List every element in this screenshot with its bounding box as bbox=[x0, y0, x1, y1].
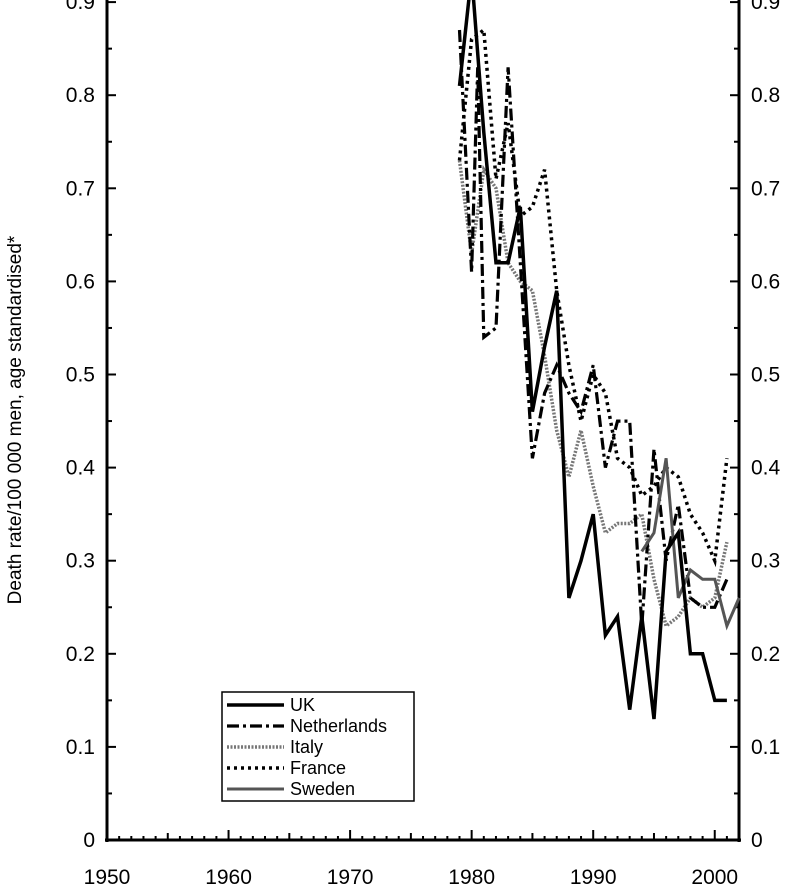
y-tick-label-left: 0.4 bbox=[66, 457, 96, 480]
legend-label-uk: UK bbox=[290, 695, 315, 715]
y-tick-label-right: 0.5 bbox=[751, 364, 780, 387]
x-tick-label: 1950 bbox=[84, 866, 131, 889]
y-tick-label-right: 0 bbox=[751, 829, 763, 852]
x-tick-label: 1990 bbox=[570, 866, 617, 889]
legend: UK Netherlands Italy France Sweden bbox=[221, 691, 415, 802]
x-tick-label: 1980 bbox=[448, 866, 495, 889]
x-tick-label: 2000 bbox=[691, 866, 738, 889]
legend-label-france: France bbox=[290, 758, 346, 778]
legend-entry-uk: UK bbox=[227, 695, 315, 715]
y-tick-label-left: 0 bbox=[83, 829, 95, 852]
y-tick-label-left: 0.9 bbox=[66, 0, 95, 14]
x-ticks: 1950 1960 1970 1980 1990 2000 bbox=[84, 830, 741, 889]
series-layer bbox=[457, 0, 741, 720]
y-tick-label-right: 0.4 bbox=[751, 457, 781, 480]
y-tick-label-left: 0.1 bbox=[66, 736, 95, 759]
y-tick-label-right: 0.8 bbox=[751, 84, 780, 107]
legend-entry-sweden: Sweden bbox=[227, 779, 355, 799]
x-tick-label: 1970 bbox=[327, 866, 374, 889]
y-tick-label-right: 0.9 bbox=[751, 0, 780, 14]
y-tick-label-right: 0.2 bbox=[751, 643, 780, 666]
y-tick-label-right: 0.7 bbox=[751, 177, 780, 200]
series-line-netherlands bbox=[457, 29, 729, 627]
series-line-uk bbox=[457, 0, 727, 720]
y-tick-label-left: 0.6 bbox=[66, 270, 95, 293]
y-tick-label-right: 0.6 bbox=[751, 270, 780, 293]
legend-box bbox=[221, 691, 415, 802]
y-tick-label-left: 0.3 bbox=[66, 550, 95, 573]
legend-label-netherlands: Netherlands bbox=[290, 716, 387, 736]
x-tick-label: 1960 bbox=[205, 866, 252, 889]
series-line-sweden bbox=[640, 458, 741, 631]
legend-entry-france: France bbox=[227, 758, 346, 778]
legend-label-italy: Italy bbox=[290, 737, 323, 757]
y-axis-title: Death rate/100 000 men, age standardised… bbox=[5, 235, 26, 604]
y-tick-label-left: 0.5 bbox=[66, 364, 95, 387]
plot-area: 00.10.20.30.40.50.60.70.80.9 00.10.20.30… bbox=[66, 0, 781, 889]
legend-label-sweden: Sweden bbox=[290, 779, 355, 799]
y-tick-label-left: 0.2 bbox=[66, 643, 95, 666]
series-line-france bbox=[457, 26, 729, 568]
legend-entry-netherlands: Netherlands bbox=[227, 716, 387, 736]
y-ticks-left: 0 0.1 0.2 0.3 0.4 0.5 0.6 0.7 0.8 0.9 bbox=[66, 0, 116, 852]
series-line-italy bbox=[457, 160, 729, 629]
y-tick-label-left: 0.8 bbox=[66, 84, 95, 107]
y-ticks-right: 0 0.1 0.2 0.3 0.4 0.5 0.6 0.7 0.8 0.9 bbox=[730, 0, 781, 852]
y-tick-label-right: 0.3 bbox=[751, 550, 780, 573]
y-tick-label-right: 0.1 bbox=[751, 736, 780, 759]
y-tick-label-left: 0.7 bbox=[66, 177, 95, 200]
legend-entry-italy: Italy bbox=[227, 737, 323, 757]
